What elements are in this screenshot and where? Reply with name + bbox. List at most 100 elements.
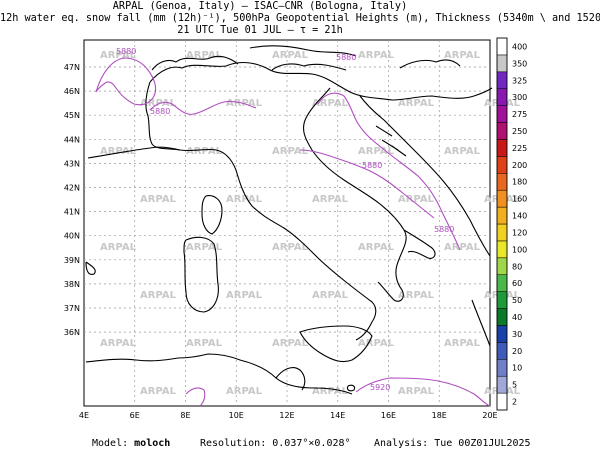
lat-tick-label: 46N [64,87,80,96]
france-italy-border [145,81,181,151]
colorbar-segment [496,206,508,225]
watermark-text: ARPAL [272,338,309,349]
tunisia-coast [275,367,306,391]
lon-tick-label: 18E [432,411,447,420]
lon-tick-label: 12E [279,411,294,420]
colorbar-segment [496,88,508,106]
lat-tick-label: 40N [64,232,80,241]
colorbar-level-label: 400 [512,42,527,51]
lat-tick-label: 44N [64,135,80,144]
watermark-text: ARPAL [312,98,349,109]
colorbar-level-label: 60 [512,279,522,288]
italy-east-coast [303,87,407,302]
colorbar-level-label: 350 [512,59,527,68]
watermark-text: ARPAL [444,242,481,253]
lon-tick-label: 4E [79,411,89,420]
contour-sw [185,387,206,407]
colorbar-level-label: 2 [512,398,517,407]
africa-coast [85,353,353,395]
colorbar-level-label: 250 [512,127,527,136]
colorbar-segment [496,308,508,326]
colorbar-level-label: 10 [512,364,522,373]
colorbar-level-label: 5 [512,381,517,390]
watermark-text: ARPAL [398,290,435,301]
contour-label: 5880 [434,225,454,234]
lat-tick-label: 41N [64,208,80,217]
colorbar-level-label: 40 [512,313,522,322]
colorbar-level-label: 20 [512,347,522,356]
colorbar-level-label: 100 [512,245,527,254]
east-border [399,59,461,69]
footer-resolution-label: Resolution: [200,438,267,449]
watermark-text: ARPAL [226,386,263,397]
contour-layer [95,57,491,407]
corsica-coast [201,195,223,235]
colorbar-level-label: 140 [512,212,527,221]
lat-tick-label: 37N [64,304,80,313]
colorbar-segment [496,54,508,73]
watermark-text: ARPAL [100,50,137,61]
alpine-border [149,61,493,101]
watermark-text: ARPAL [226,194,263,205]
lat-tick-label: 43N [64,159,80,168]
footer-model-value: moloch [134,438,171,449]
footer-model: Model: moloch [92,438,170,449]
colorbar-segment [496,392,508,411]
title-line-1: ARPAL (Genoa, Italy) – ISAC–CNR (Bologna… [112,1,408,12]
lon-tick-label: 14E [330,411,345,420]
title-line-3: 21 UTC Tue 01 JUL – τ = 21h [177,25,343,36]
colorbar-segment [496,274,508,292]
watermark-text: ARPAL [444,146,481,157]
watermark-text: ARPAL [272,242,309,253]
footer-analysis-value: Tue 00Z01JUL2025 [434,438,531,449]
colorbar-segment [496,139,508,157]
sardinia-coast [183,236,219,313]
contour-5880-adriatic [299,149,435,219]
watermark-text: ARPAL [358,338,395,349]
colorbar-level-label: 30 [512,330,522,339]
colorbar-level-label: 180 [512,178,527,187]
watermark-text: ARPAL [398,194,435,205]
colorbar-level-label: 120 [512,228,527,237]
watermark-text: ARPAL [140,194,177,205]
colorbar-segment [496,71,508,89]
lat-tick-label: 36N [64,328,80,337]
colorbar-level-label: 80 [512,262,522,271]
contour-label: 5920 [370,383,390,392]
greece-coast [471,299,491,347]
colorbar-level-label: 300 [512,93,527,102]
footer-model-label: Model: [92,438,129,449]
watermark-text: ARPAL [312,386,349,397]
watermark-text: ARPAL [358,50,395,61]
watermark-text: ARPAL [272,146,309,157]
watermark-text: ARPAL [140,386,177,397]
colorbar-level-label: 275 [512,110,527,119]
watermark-text: ARPAL [100,242,137,253]
contour-5920 [355,377,491,407]
lon-tick-label: 10E [229,411,244,420]
footer-resolution-value: 0.037°×0.028° [272,438,351,449]
contour-label-layer: 5880 5880 5880 5880 5880 5920 [116,47,454,392]
colorbar-level-label: 160 [512,195,527,204]
longitude-labels: 4E 6E 8E 10E 12E 14E 16E 18E 20E [79,411,498,420]
colorbar-segment [496,240,508,259]
watermark-text: ARPAL [358,146,395,157]
watermark-text: ARPAL [444,338,481,349]
north-border [249,45,357,57]
balearic-coast [85,261,96,275]
watermark-text: ARPAL [398,386,435,397]
colorbar-segment [496,342,508,360]
colorbar-segment [496,257,508,275]
watermark-text: ARPAL [312,194,349,205]
watermark-text: ARPAL [272,50,309,61]
watermark-text: ARPAL [100,338,137,349]
heel-coast [403,229,436,259]
latitude-labels: 47N 46N 45N 44N 43N 42N 41N 40N 39N 38N 37N 36N [64,63,80,337]
watermark-text: ARPAL [398,98,435,109]
watermark-text: ARPAL [444,50,481,61]
colorbar-segment [496,122,508,140]
malta-coast [346,384,356,392]
lat-tick-label: 45N [64,111,80,120]
contour-5880-center [149,100,257,115]
